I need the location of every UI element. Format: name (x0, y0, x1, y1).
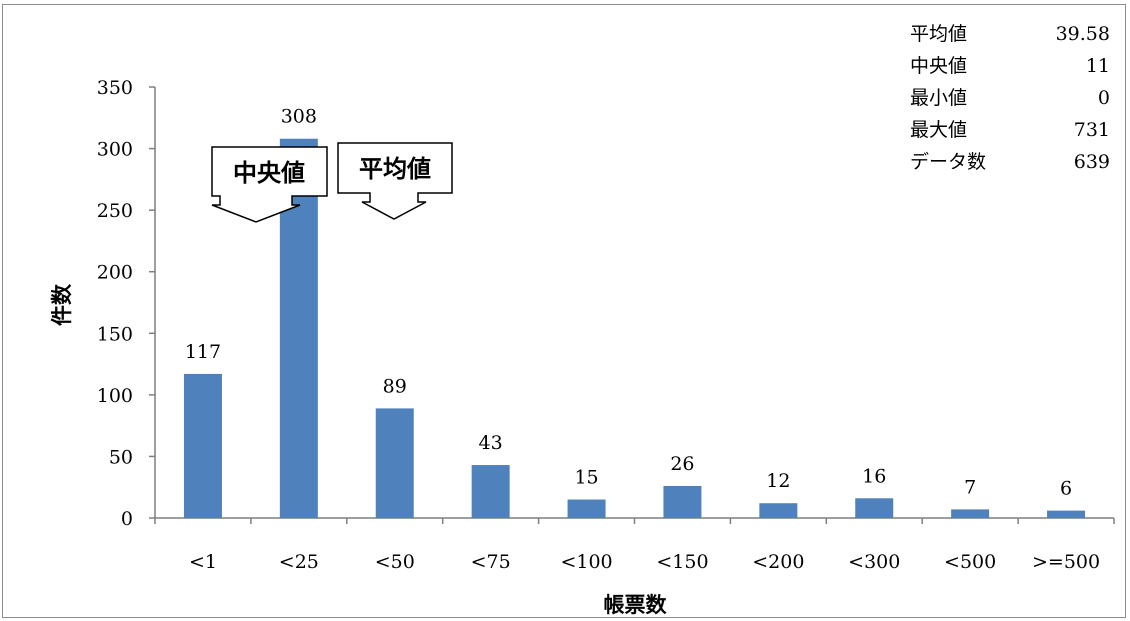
data-label: 89 (383, 375, 407, 397)
x-tick-label: >=500 (1032, 551, 1100, 573)
stats-value: 0 (1098, 87, 1110, 109)
stats-label: 平均値 (910, 23, 967, 45)
x-tick-label: <100 (560, 551, 612, 573)
x-tick-label: <300 (848, 551, 900, 573)
mean-callout-label: 平均値 (359, 155, 431, 183)
y-tick-label: 250 (97, 200, 133, 222)
data-label: 12 (766, 470, 790, 492)
bar (567, 499, 606, 518)
y-axis-ticks: 0 50 100 150 200 250 300 350 (97, 77, 155, 530)
data-label: 43 (479, 432, 503, 454)
x-axis-title: 帳票数 (604, 593, 668, 617)
stats-label: 最大値 (910, 119, 967, 141)
data-label: 26 (670, 453, 694, 475)
data-label: 6 (1060, 478, 1072, 500)
x-tick-label: <50 (375, 551, 415, 573)
data-labels: 117 308 89 43 15 26 12 16 7 6 (185, 106, 1072, 500)
x-axis-ticks: <1 <25 <50 <75 <100 <150 <200 <300 <500 >=500 (154, 518, 1115, 573)
median-callout-label: 中央値 (233, 159, 305, 187)
y-tick-label: 350 (97, 77, 133, 99)
bar (855, 498, 894, 518)
data-label: 7 (964, 476, 976, 498)
data-label: 16 (862, 465, 886, 487)
data-label: 117 (185, 341, 221, 363)
data-label: 15 (574, 467, 598, 489)
data-label: 308 (281, 106, 317, 128)
y-tick-label: 100 (97, 385, 133, 407)
bar (471, 465, 510, 518)
bar (183, 373, 222, 518)
stats-value: 639 (1074, 151, 1110, 173)
x-tick-label: <25 (279, 551, 319, 573)
mean-callout: 平均値 (337, 142, 453, 220)
y-tick-label: 200 (97, 262, 133, 284)
stats-table: 平均値 39.58 中央値 11 最小値 0 最大値 731 データ数 639 (910, 23, 1110, 173)
y-tick-label: 150 (97, 323, 133, 345)
stats-value: 731 (1074, 119, 1110, 141)
mean-callout-shape (337, 142, 453, 220)
x-tick-label: <75 (471, 551, 511, 573)
x-tick-label: <500 (944, 551, 996, 573)
y-tick-label: 0 (121, 508, 133, 530)
stats-label: 最小値 (910, 87, 967, 109)
y-axis-title: 件数 (50, 283, 74, 326)
bar (1047, 510, 1086, 518)
x-tick-label: <150 (656, 551, 708, 573)
median-callout-shape (211, 146, 328, 223)
x-tick-label: <1 (189, 551, 217, 573)
bar (759, 503, 798, 518)
stats-label: データ数 (910, 151, 986, 173)
median-callout: 中央値 (211, 146, 328, 223)
y-tick-label: 50 (109, 446, 133, 468)
stats-label: 中央値 (910, 55, 967, 77)
x-tick-label: <200 (752, 551, 804, 573)
bar (951, 509, 990, 518)
bar (663, 485, 702, 518)
stats-value: 39.58 (1056, 23, 1110, 45)
y-tick-label: 300 (97, 139, 133, 161)
bar (375, 408, 414, 518)
stats-value: 11 (1086, 55, 1110, 77)
